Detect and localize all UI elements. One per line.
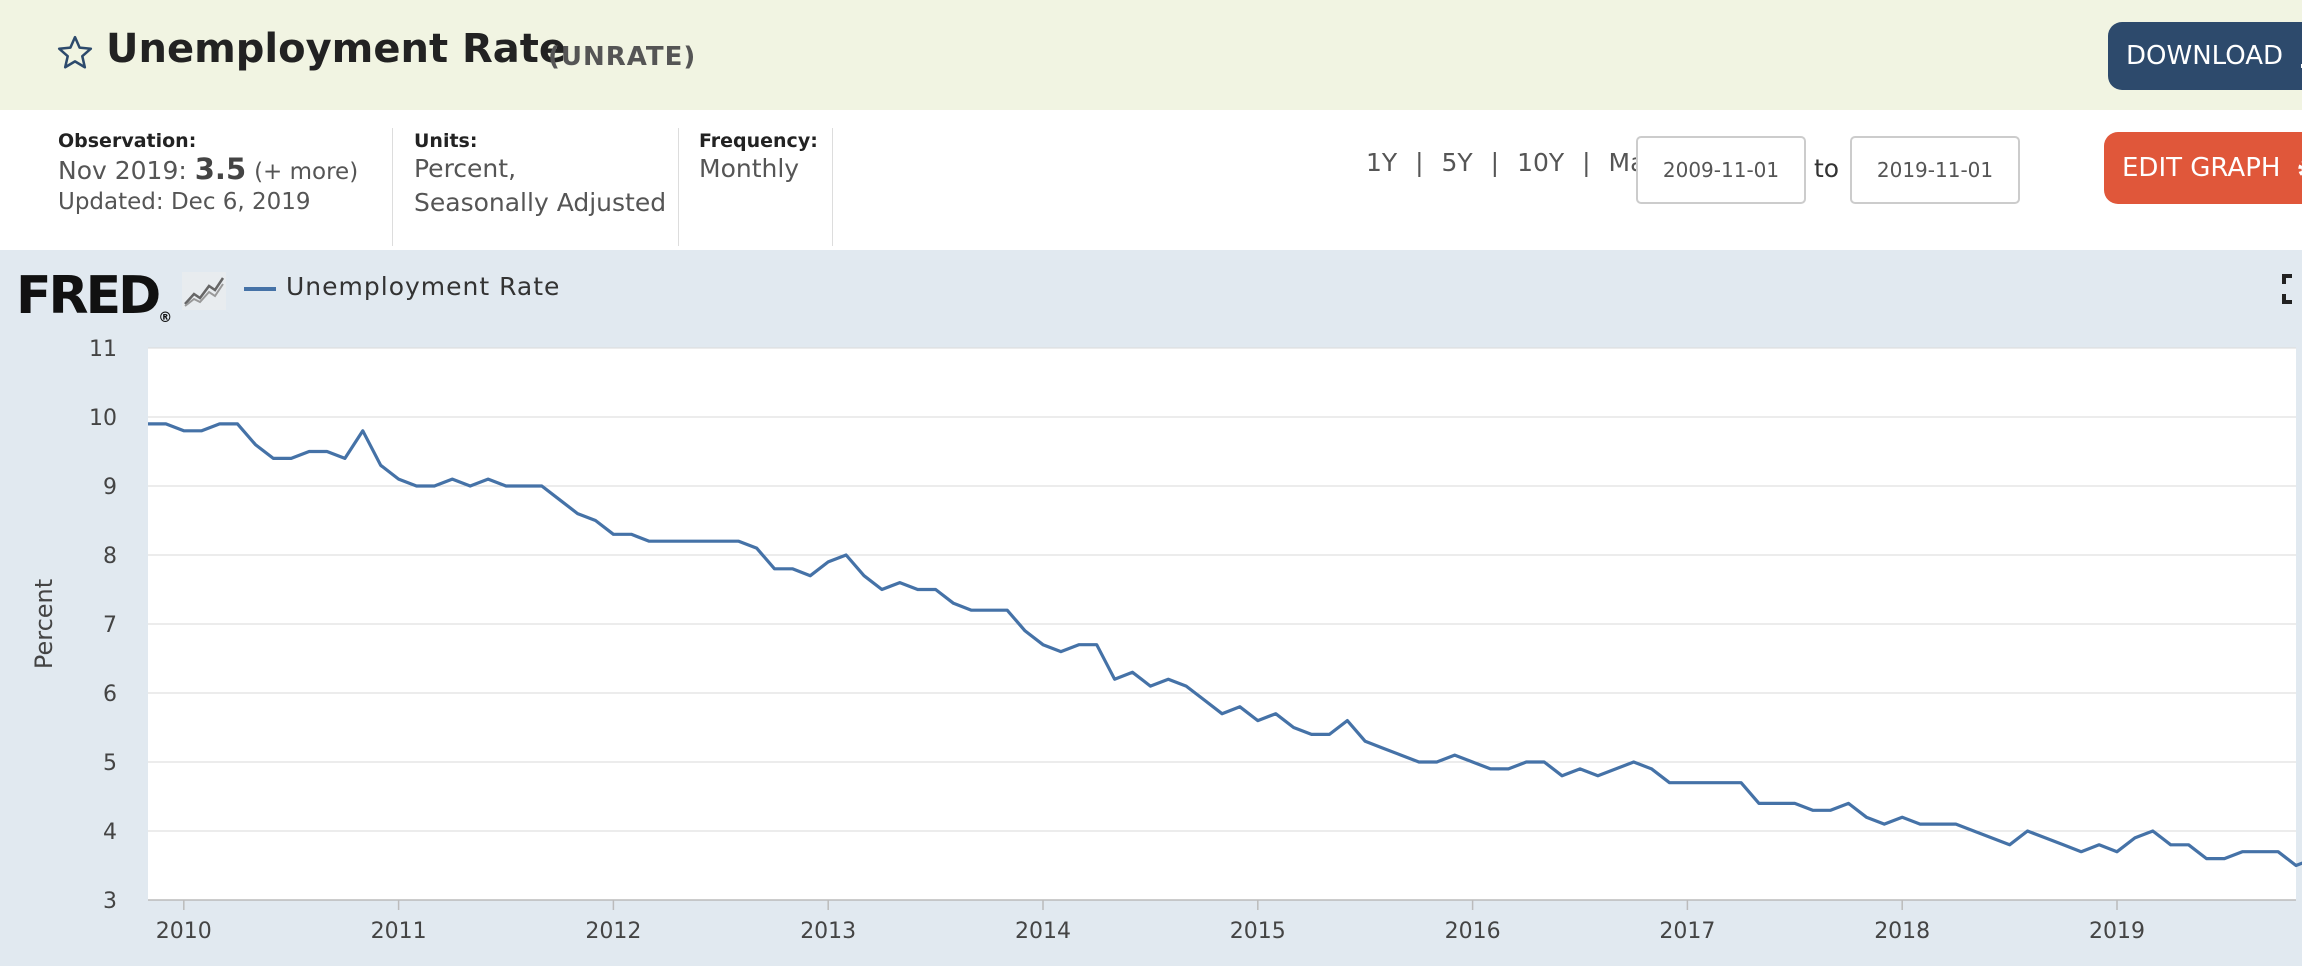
y-tick-label: 5	[103, 751, 117, 776]
x-tick-label: 2019	[2089, 919, 2145, 944]
range-5y-link[interactable]: 5Y	[1441, 148, 1473, 177]
series-id: (UNRATE)	[548, 42, 697, 72]
edit-graph-button[interactable]: EDIT GRAPH	[2104, 132, 2302, 204]
units-label: Units:	[414, 130, 478, 152]
to-label: to	[1814, 154, 1840, 183]
observation-more-link[interactable]: (+ more)	[254, 159, 359, 185]
frequency-block: Frequency: Monthly	[699, 130, 818, 186]
end-date-input[interactable]	[1850, 136, 2020, 204]
star-icon[interactable]	[56, 34, 94, 72]
observation-date: Nov 2019:	[58, 156, 187, 185]
x-tick-label: 2011	[371, 919, 427, 944]
x-tick-label: 2018	[1874, 919, 1930, 944]
y-tick-label: 6	[103, 682, 117, 707]
y-tick-label: 4	[103, 820, 117, 845]
fullscreen-icon[interactable]	[2282, 274, 2302, 304]
y-tick-label: 3	[103, 889, 117, 914]
observation-label: Observation:	[58, 130, 197, 152]
page-title: Unemployment Rate	[106, 26, 567, 72]
frequency-value: Monthly	[699, 154, 800, 183]
series-meta: Observation: Nov 2019: 3.5 (+ more) Upda…	[0, 110, 2302, 250]
observation-value: 3.5	[194, 152, 247, 186]
x-tick-label: 2012	[585, 919, 641, 944]
observation-line: Nov 2019: 3.5 (+ more)	[58, 152, 358, 189]
updated-date: Updated: Dec 6, 2019	[58, 189, 311, 215]
units-block: Units: Percent, Seasonally Adjusted	[414, 130, 666, 220]
y-tick-label: 8	[103, 544, 117, 569]
x-tick-label: 2013	[800, 919, 856, 944]
divider	[832, 128, 833, 246]
y-tick-label: 10	[89, 406, 117, 431]
x-tick-label: 2016	[1445, 919, 1501, 944]
y-tick-label: 11	[89, 337, 117, 362]
range-separator: |	[1415, 148, 1424, 177]
x-tick-label: 2017	[1659, 919, 1715, 944]
legend-swatch	[244, 287, 276, 291]
frequency-label: Frequency:	[699, 130, 818, 152]
download-label: DOWNLOAD	[2126, 41, 2284, 71]
x-tick-label: 2014	[1015, 919, 1071, 944]
y-axis-title: Percent	[30, 579, 58, 669]
observation-block: Observation: Nov 2019: 3.5 (+ more) Upda…	[58, 130, 358, 215]
download-button[interactable]: DOWNLOAD	[2108, 22, 2302, 90]
range-10y-link[interactable]: 10Y	[1517, 148, 1565, 177]
units-line2: Seasonally Adjusted	[414, 188, 667, 217]
start-date-input[interactable]	[1636, 136, 1806, 204]
units-line1: Percent,	[414, 154, 517, 183]
range-links: 1Y | 5Y | 10Y | Max	[1366, 148, 1660, 177]
legend-label: Unemployment Rate	[286, 272, 561, 301]
range-separator: |	[1582, 148, 1591, 177]
range-separator: |	[1490, 148, 1500, 177]
x-tick-label: 2010	[156, 919, 212, 944]
x-tick-label: 2015	[1230, 919, 1286, 944]
y-tick-label: 9	[103, 475, 117, 500]
fred-graph-icon	[182, 272, 226, 310]
series-line-unemployment-rate	[148, 422, 2302, 868]
series-header: Unemployment Rate (UNRATE) DOWNLOAD	[0, 0, 2302, 110]
y-tick-label: 7	[103, 613, 117, 638]
divider	[678, 128, 679, 246]
divider	[392, 128, 393, 246]
range-1y-link[interactable]: 1Y	[1366, 148, 1398, 177]
fred-logo: FRED®	[16, 266, 173, 326]
edit-graph-label: EDIT GRAPH	[2122, 153, 2281, 183]
